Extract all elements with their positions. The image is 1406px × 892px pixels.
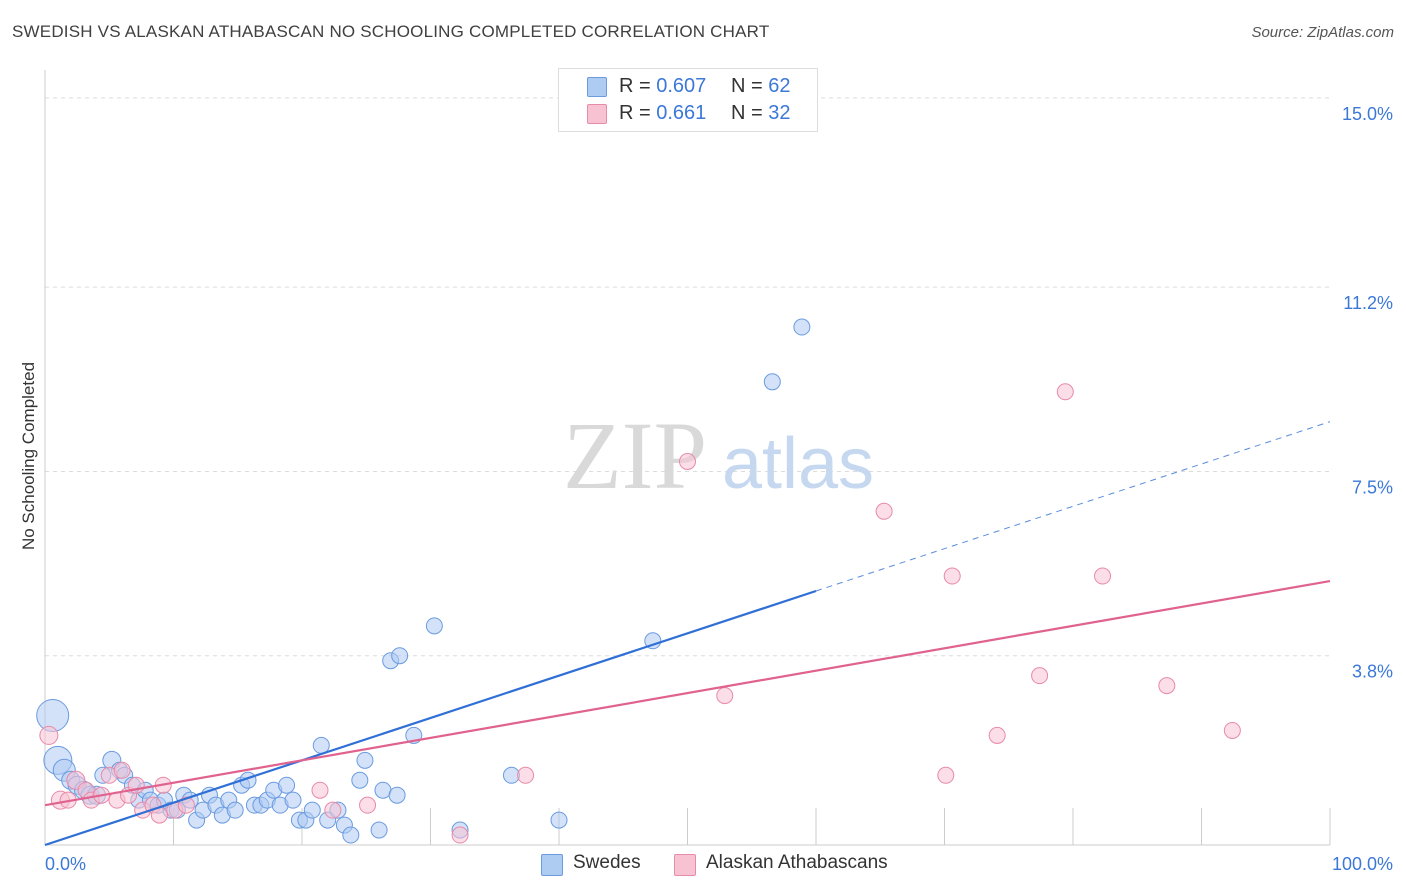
data-point — [284, 791, 302, 809]
data-point — [177, 796, 195, 814]
data-point — [425, 617, 443, 635]
data-point — [1031, 667, 1049, 685]
data-point — [356, 751, 374, 769]
trend-line — [44, 589, 817, 847]
data-point — [1094, 567, 1112, 585]
data-point — [278, 776, 296, 794]
data-point — [36, 699, 70, 733]
legend-label-swedes: Swedes — [573, 852, 641, 873]
trend-line — [44, 579, 1331, 807]
watermark-atlas: atlas — [722, 424, 874, 504]
data-point — [502, 766, 520, 784]
legend-r: R = 0.607 — [619, 75, 707, 97]
data-point — [763, 373, 781, 391]
data-point — [391, 647, 409, 665]
series-alaskan-athabascans — [39, 383, 1241, 844]
legend-n: N = 62 — [731, 75, 791, 97]
legend-n-value: 62 — [768, 75, 791, 97]
data-point — [39, 725, 59, 745]
x-tick-label: 100.0% — [1332, 854, 1393, 874]
chart-title: SWEDISH VS ALASKAN ATHABASCAN NO SCHOOLI… — [12, 22, 770, 41]
x-tick-label: 0.0% — [45, 854, 86, 874]
data-point — [644, 632, 662, 650]
legend-swatch-alaskan-athabascans — [674, 854, 696, 876]
data-point — [679, 453, 696, 470]
data-point — [226, 801, 244, 819]
legend-n: N = 32 — [731, 102, 791, 124]
data-point — [793, 318, 811, 336]
data-point — [370, 821, 388, 839]
y-tick-label: 11.2% — [1343, 293, 1393, 313]
data-point — [324, 801, 342, 819]
data-point — [1158, 677, 1176, 695]
points-layer — [36, 318, 1241, 844]
correlation-legend: R = 0.607 N = 62 R = 0.661 N = 32 — [558, 68, 818, 132]
legend-r: R = 0.661 — [619, 102, 707, 124]
data-point — [1223, 721, 1241, 739]
legend-swatch-alaskan-athabascans — [587, 104, 607, 124]
y-axis-label: No Schooling Completed — [19, 362, 38, 550]
legend-n-value: 32 — [768, 102, 791, 124]
data-point — [716, 687, 734, 705]
data-point — [303, 801, 321, 819]
data-point — [374, 781, 392, 799]
y-tick-label: 3.8% — [1352, 662, 1393, 682]
legend-swatch-swedes — [541, 854, 563, 876]
legend-label-alaskan-athabascans: Alaskan Athabascans — [706, 852, 888, 873]
data-point — [875, 502, 893, 520]
data-point — [359, 796, 377, 814]
series-legend: Swedes Alaskan Athabascans — [0, 852, 1406, 876]
legend-row-swedes: R = 0.607 N = 62 — [559, 74, 817, 100]
data-point — [388, 786, 406, 804]
data-point — [451, 826, 469, 844]
legend-row-alaskan-athabascans: R = 0.661 N = 32 — [559, 101, 817, 127]
legend-r-value: 0.607 — [656, 75, 707, 97]
data-point — [1056, 383, 1074, 401]
data-point — [351, 771, 369, 789]
data-point — [937, 766, 955, 784]
series-swedes — [36, 318, 811, 844]
chart-source: Source: ZipAtlas.com — [1251, 24, 1394, 41]
y-tick-label: 15.0% — [1342, 104, 1393, 124]
trend-line-extension — [815, 421, 1331, 592]
data-point — [311, 781, 329, 799]
data-point — [943, 567, 961, 585]
trend-layer — [44, 421, 1331, 847]
data-point — [988, 726, 1006, 744]
legend-r-value: 0.661 — [656, 102, 707, 124]
data-point — [550, 811, 568, 829]
watermark: ZIP atlas — [563, 402, 874, 509]
data-point — [517, 766, 535, 784]
y-tick-label: 7.5% — [1352, 477, 1393, 497]
legend-swatch-swedes — [587, 77, 607, 97]
data-point — [342, 826, 360, 844]
axis-label-layer: 3.8% 7.5% 11.2% 15.0% 0.0% 100.0% — [45, 104, 1393, 874]
data-point — [113, 761, 131, 779]
